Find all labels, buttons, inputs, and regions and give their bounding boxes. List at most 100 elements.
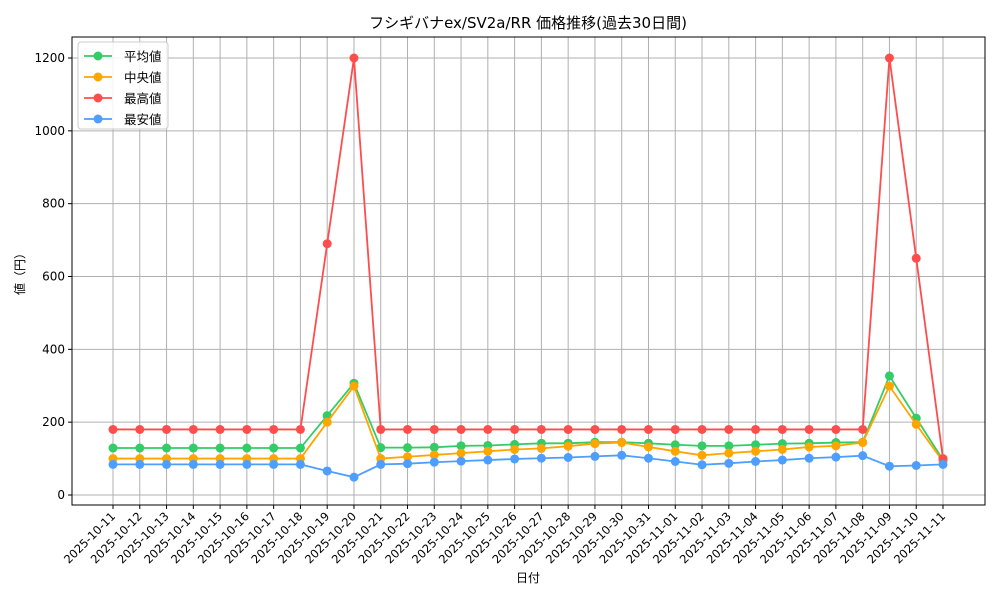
data-point (804, 442, 814, 452)
data-point (563, 452, 573, 462)
data-point (269, 443, 279, 453)
legend-label: 最安値 (124, 112, 162, 127)
data-point (403, 459, 413, 469)
y-axis-label: 値（円） (12, 247, 27, 295)
data-point (349, 472, 359, 482)
data-point (643, 453, 653, 463)
data-point (349, 381, 359, 391)
data-point (884, 381, 894, 391)
data-point (215, 459, 225, 469)
data-point (429, 457, 439, 467)
data-point (403, 424, 413, 434)
data-point (510, 454, 520, 464)
data-point (670, 446, 680, 456)
data-point (295, 424, 305, 434)
chart-title: フシギバナex/SV2a/RR 価格推移(過去30日間) (369, 14, 687, 32)
data-point (697, 460, 707, 470)
data-point (135, 459, 145, 469)
data-point (403, 443, 413, 453)
legend-marker (93, 51, 103, 61)
data-point (563, 424, 573, 434)
data-point (456, 441, 466, 451)
legend-marker (93, 114, 103, 124)
data-point (858, 424, 868, 434)
legend-marker (93, 72, 103, 82)
data-point (751, 440, 761, 450)
data-point (884, 53, 894, 63)
data-point (724, 441, 734, 451)
series-line (113, 384, 944, 463)
data-point (269, 424, 279, 434)
data-point (108, 459, 118, 469)
data-point (563, 441, 573, 451)
legend-label: 平均値 (124, 49, 162, 64)
grid (72, 37, 985, 505)
data-point (724, 424, 734, 434)
data-point (697, 424, 707, 434)
data-point (804, 453, 814, 463)
data-point (670, 424, 680, 434)
legend-box (77, 41, 169, 130)
data-point (590, 439, 600, 449)
data-point (295, 443, 305, 453)
data-point (162, 424, 172, 434)
data-point (108, 443, 118, 453)
data-point (242, 459, 252, 469)
series-group (108, 53, 948, 482)
data-point (858, 451, 868, 461)
data-point (884, 371, 894, 381)
data-point (751, 424, 761, 434)
data-point (911, 419, 921, 429)
data-point (349, 53, 359, 63)
y-tick-label: 200 (42, 415, 65, 429)
data-point (242, 443, 252, 453)
data-point (670, 440, 680, 450)
data-point (643, 424, 653, 434)
data-point (831, 441, 841, 451)
data-point (108, 424, 118, 434)
data-point (670, 456, 680, 466)
data-point (242, 424, 252, 434)
data-point (483, 424, 493, 434)
data-point (777, 455, 787, 465)
data-point (376, 459, 386, 469)
data-point (456, 424, 466, 434)
data-point (135, 424, 145, 434)
legend-label: 最高値 (124, 91, 162, 106)
data-point (724, 448, 734, 458)
y-tick-label: 1200 (34, 51, 65, 65)
data-point (643, 442, 653, 452)
series-0 (108, 371, 948, 465)
data-point (858, 438, 868, 448)
data-point (697, 450, 707, 460)
data-point (911, 461, 921, 471)
series-line (113, 57, 944, 459)
data-point (322, 417, 332, 427)
y-tick-label: 400 (42, 342, 65, 356)
data-point (215, 443, 225, 453)
data-point (831, 452, 841, 462)
y-tick-label: 800 (42, 197, 65, 211)
data-point (188, 443, 198, 453)
data-point (536, 443, 546, 453)
y-tick-label: 0 (57, 488, 65, 502)
data-point (376, 424, 386, 434)
data-point (188, 424, 198, 434)
data-point (215, 424, 225, 434)
data-point (429, 450, 439, 460)
data-point (403, 452, 413, 462)
series-2 (108, 53, 948, 464)
data-point (510, 444, 520, 454)
data-point (483, 446, 493, 456)
data-point (188, 459, 198, 469)
data-point (162, 443, 172, 453)
data-point (322, 466, 332, 476)
data-point (617, 424, 627, 434)
y-axis: 0 200 400 600 800 1000 1200 (34, 51, 72, 502)
data-point (322, 239, 332, 249)
data-point (751, 446, 761, 456)
x-axis: 2025-10-112025-10-122025-10-132025-10-14… (61, 505, 948, 566)
data-point (804, 424, 814, 434)
